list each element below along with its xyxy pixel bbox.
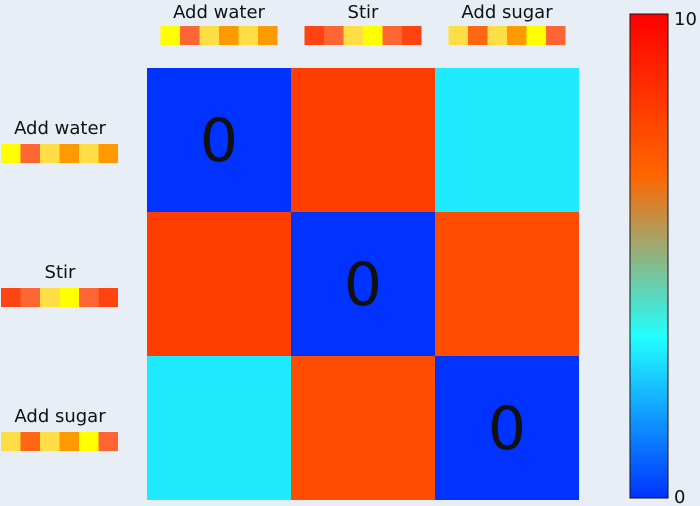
step-color-segment xyxy=(79,144,99,163)
step-color-segment xyxy=(199,26,219,45)
row-step-strip-stir xyxy=(1,288,118,307)
row-label-add-sugar: Add sugar xyxy=(14,406,106,427)
row-step-strip-add-sugar xyxy=(1,432,118,451)
step-color-segment xyxy=(40,288,60,307)
step-color-segment xyxy=(363,26,383,45)
column-labels: Add water Stir Add sugar xyxy=(160,2,566,45)
heatmap-cell-value: 0 xyxy=(488,394,526,464)
step-color-segment xyxy=(1,288,21,307)
heatmap-cell-add-sugar-add-sugar xyxy=(435,356,579,500)
step-color-segment xyxy=(20,144,40,163)
heatmap-cell-add-water-add-sugar xyxy=(435,68,579,212)
heatmap-cell-add-water-stir xyxy=(291,68,435,212)
colorbar-min-label: 0 xyxy=(674,487,685,506)
step-color-segment xyxy=(324,26,344,45)
step-color-segment xyxy=(79,432,99,451)
column-label-add-sugar: Add sugar xyxy=(461,2,553,23)
step-color-segment xyxy=(468,26,488,45)
step-color-segment xyxy=(59,144,79,163)
step-color-segment xyxy=(79,288,99,307)
column-step-strip-add-sugar xyxy=(448,26,566,45)
heatmap-cell-stir-add-sugar xyxy=(435,212,579,356)
heatmap-cell-add-water-add-water xyxy=(147,68,291,212)
step-color-segment xyxy=(507,26,527,45)
column-label-add-water: Add water xyxy=(173,2,265,23)
step-color-segment xyxy=(382,26,402,45)
row-step-strip-add-water xyxy=(1,144,118,163)
colorbar-gradient xyxy=(629,13,669,499)
step-color-segment xyxy=(180,26,200,45)
heatmap-cell-value: 0 xyxy=(344,250,382,320)
row-label-stir: Stir xyxy=(45,262,76,283)
heatmap-cell-value: 0 xyxy=(200,106,238,176)
step-color-segment xyxy=(98,432,118,451)
step-color-segment xyxy=(546,26,566,45)
column-step-strip-add-water xyxy=(160,26,278,45)
step-color-segment xyxy=(40,432,60,451)
row-label-add-water: Add water xyxy=(14,118,106,139)
step-color-segment xyxy=(402,26,422,45)
step-color-segment xyxy=(98,144,118,163)
step-color-segment xyxy=(98,288,118,307)
heatmap-cell-stir-stir xyxy=(291,212,435,356)
heatmap-cell-add-sugar-add-water xyxy=(147,356,291,500)
step-color-segment xyxy=(304,26,324,45)
step-color-segment xyxy=(20,288,40,307)
heatmap-cells xyxy=(147,68,579,500)
step-color-segment xyxy=(258,26,278,45)
step-color-segment xyxy=(59,288,79,307)
step-color-segment xyxy=(343,26,363,45)
step-color-segment xyxy=(487,26,507,45)
step-color-segment xyxy=(526,26,546,45)
step-color-segment xyxy=(160,26,180,45)
heatmap-cell-labels: 0 0 0 xyxy=(200,106,526,464)
step-color-segment xyxy=(238,26,258,45)
colorbar: 10 0 xyxy=(629,9,697,506)
step-color-segment xyxy=(219,26,239,45)
row-labels: Add water Stir Add sugar xyxy=(1,118,118,451)
step-color-segment xyxy=(40,144,60,163)
heatmap-cell-add-sugar-stir xyxy=(291,356,435,500)
step-color-segment xyxy=(448,26,468,45)
column-step-strip-stir xyxy=(304,26,422,45)
column-label-stir: Stir xyxy=(348,2,379,23)
step-color-segment xyxy=(20,432,40,451)
step-color-segment xyxy=(1,432,21,451)
step-color-segment xyxy=(59,432,79,451)
step-color-segment xyxy=(1,144,21,163)
colorbar-max-label: 10 xyxy=(674,9,697,30)
heatmap-cell-stir-add-water xyxy=(147,212,291,356)
